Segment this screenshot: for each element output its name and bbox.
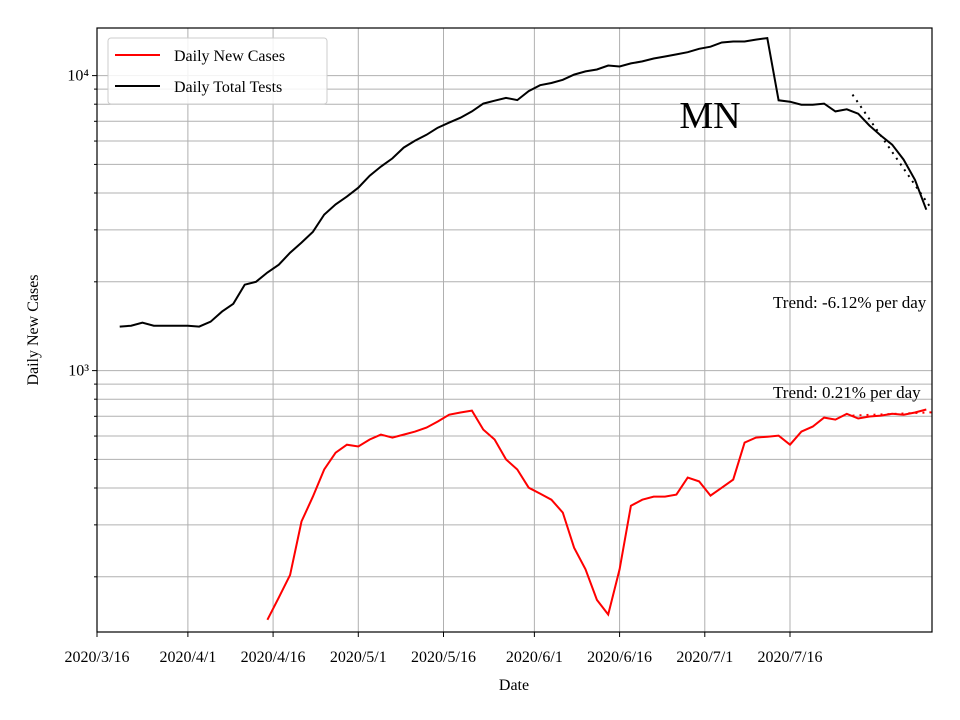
- y-tick-label: 10⁴: [67, 68, 89, 85]
- series-line: [266, 408, 927, 621]
- x-tick-label: 2020/7/16: [758, 649, 823, 666]
- legend: Daily New Cases Daily Total Tests: [107, 37, 328, 105]
- x-tick-label: 2020/3/16: [65, 649, 130, 666]
- trend-annotation: Trend: -6.12% per day: [773, 293, 927, 312]
- x-tick-label: 2020/5/1: [330, 649, 387, 666]
- x-tick-label: 2020/6/16: [587, 649, 652, 666]
- state-label: MN: [679, 95, 740, 137]
- x-tick-label: 2020/5/16: [411, 649, 476, 666]
- y-axis-label: Daily New Cases: [25, 274, 42, 385]
- x-tick-label: 2020/7/1: [676, 649, 733, 666]
- plot-frame: [96, 27, 933, 633]
- y-tick-label: 10³: [68, 363, 89, 380]
- annotations: MN Trend: -6.12% per day Trend: 0.21% per …: [679, 95, 926, 402]
- trend-annotation: Trend: 0.21% per day: [773, 383, 921, 402]
- x-tick-label: 2020/4/1: [159, 649, 216, 666]
- x-tick-label: 2020/4/16: [241, 649, 306, 666]
- legend-label: Daily Total Tests: [174, 79, 282, 96]
- legend-box: [107, 37, 328, 105]
- x-axis-label: Date: [499, 677, 529, 694]
- x-tick-label: 2020/6/1: [506, 649, 563, 666]
- grid: [96, 28, 932, 632]
- plot-lines: [119, 36, 932, 621]
- legend-label: Daily New Cases: [174, 48, 285, 65]
- series-line: [119, 36, 928, 328]
